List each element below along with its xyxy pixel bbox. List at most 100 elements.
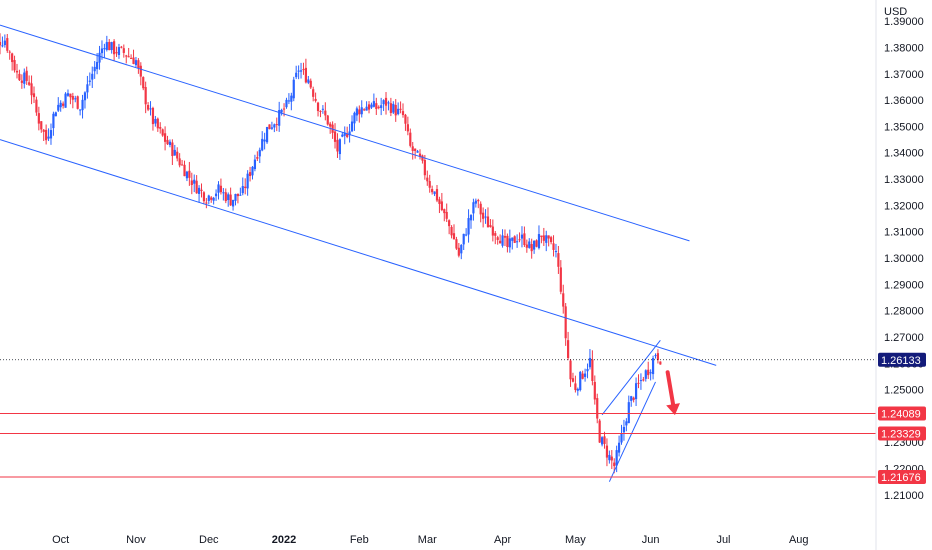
candle xyxy=(508,229,511,253)
candle-body xyxy=(290,95,293,102)
candle xyxy=(168,139,172,148)
candle-body xyxy=(654,355,657,357)
candle-body xyxy=(625,421,628,426)
candle xyxy=(74,95,77,103)
candle xyxy=(69,93,72,105)
candle xyxy=(183,160,186,177)
candle-body xyxy=(421,155,424,161)
candle xyxy=(261,131,264,152)
candle xyxy=(324,102,327,121)
trendline-wedge-lower[interactable] xyxy=(608,381,656,482)
candle-body xyxy=(450,226,453,236)
candle xyxy=(367,101,371,114)
candle-body xyxy=(484,216,487,218)
candle xyxy=(469,214,473,229)
candle-body xyxy=(108,41,111,51)
candle xyxy=(127,47,130,58)
candle xyxy=(190,172,193,195)
candle-body xyxy=(134,60,138,66)
candle-body xyxy=(511,237,514,241)
candle xyxy=(545,230,548,252)
time-axis[interactable]: Oct Nov Dec 2022 Feb Mar Apr May Jun Jul Aug xyxy=(52,534,808,546)
candle xyxy=(530,238,533,259)
candle xyxy=(49,123,53,145)
candle xyxy=(197,185,201,203)
candle-body xyxy=(348,131,351,136)
candle-body xyxy=(397,108,400,115)
price-series xyxy=(0,33,662,474)
candle xyxy=(333,123,337,149)
candle-body xyxy=(333,131,337,142)
candle xyxy=(8,50,11,60)
candle xyxy=(256,151,259,162)
candle xyxy=(598,418,601,444)
x-tick-labels: Oct Nov Dec 2022 Feb Mar Apr May Jun Jul Aug xyxy=(52,534,808,546)
candle-body xyxy=(42,129,45,132)
candle-body xyxy=(443,209,446,214)
level-badge-bg xyxy=(878,426,926,441)
candle xyxy=(358,105,361,123)
candle xyxy=(188,161,191,186)
candle-body xyxy=(338,139,341,155)
trendline-channel-lower[interactable] xyxy=(0,139,717,366)
candle xyxy=(384,92,388,115)
candle xyxy=(600,436,604,447)
candle xyxy=(253,154,257,172)
candle xyxy=(52,111,55,136)
candle-body xyxy=(229,194,232,206)
candle-body xyxy=(227,194,230,201)
candle-body xyxy=(163,133,167,142)
price-axis[interactable]: USD 1.210001.220001.230001.240001.250001… xyxy=(875,0,926,550)
candle-body xyxy=(479,203,482,215)
candle xyxy=(25,66,28,85)
candle xyxy=(265,126,269,144)
candle xyxy=(496,235,499,245)
candle xyxy=(406,116,409,136)
candle xyxy=(246,170,249,196)
candle-body xyxy=(0,41,2,46)
candle xyxy=(338,138,341,160)
candle xyxy=(304,58,307,84)
candle-body xyxy=(210,197,213,200)
candle xyxy=(489,219,492,228)
candle-body xyxy=(224,192,227,202)
x-tick-label: Nov xyxy=(126,534,146,546)
candle-body xyxy=(503,236,507,238)
trendline-channel-upper[interactable] xyxy=(0,24,690,242)
chart-drawings xyxy=(0,24,876,482)
candle xyxy=(516,234,519,248)
candle-body xyxy=(523,233,526,245)
candle-body xyxy=(312,89,315,97)
down-arrow[interactable] xyxy=(665,370,680,416)
candle xyxy=(251,166,254,180)
current-price-badge: 1.26133 xyxy=(878,352,926,367)
candle-body xyxy=(372,101,375,107)
x-tick-label: Mar xyxy=(418,534,437,546)
level-badge: 1.24089 xyxy=(878,406,926,421)
level-badge: 1.23329 xyxy=(878,426,926,441)
candle-body xyxy=(299,70,303,72)
candle xyxy=(576,387,579,396)
candle xyxy=(392,101,395,115)
candle xyxy=(343,126,346,145)
candle xyxy=(639,373,643,390)
candle-body xyxy=(66,93,70,96)
candle-body xyxy=(399,108,402,110)
candle-body xyxy=(542,235,545,241)
candle xyxy=(353,111,356,131)
candle-body xyxy=(610,456,613,461)
candle xyxy=(525,239,528,253)
candle-body xyxy=(47,136,50,139)
candle-body xyxy=(508,238,511,248)
candle-body xyxy=(452,233,456,240)
candle xyxy=(173,144,176,156)
candle xyxy=(448,219,451,235)
candle-body xyxy=(239,194,242,196)
trendline-wedge-upper[interactable] xyxy=(601,340,661,416)
candle xyxy=(593,375,596,405)
candle-body xyxy=(149,108,152,110)
candle-body xyxy=(567,340,570,358)
candle xyxy=(579,370,582,392)
candle-body xyxy=(358,109,361,115)
